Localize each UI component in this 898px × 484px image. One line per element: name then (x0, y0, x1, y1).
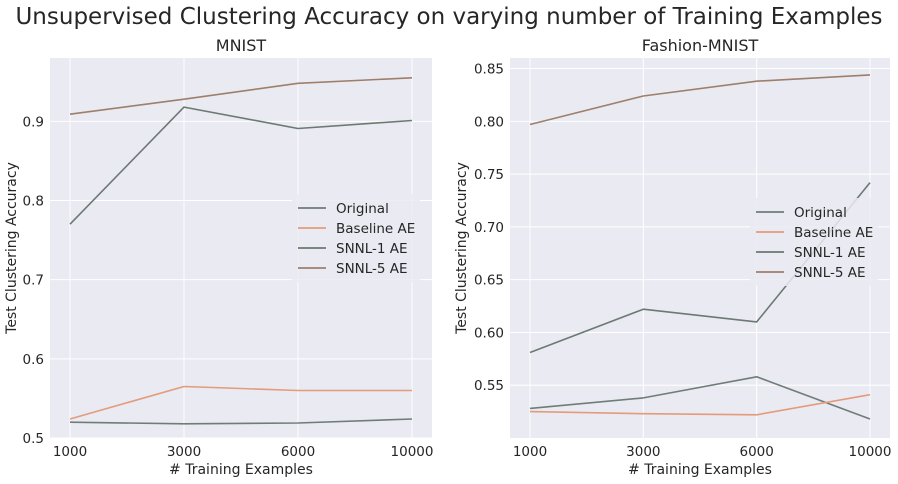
y-tick-label: 0.70 (474, 220, 504, 236)
x-tick-label: 6000 (281, 444, 315, 460)
y-tick-label: 0.6 (23, 352, 44, 368)
series-line-original (529, 375, 871, 420)
y-tick-label: 0.75 (474, 167, 504, 183)
legend: Original Baseline AE SNNL-1 AE SNNL-5 AE (750, 198, 878, 286)
series-line-original (69, 418, 413, 425)
y-tick-label: 0.9 (23, 114, 44, 130)
x-tick-label: 3000 (167, 444, 201, 460)
legend-label: Baseline AE (336, 221, 415, 237)
series-line-snnl-1-ae (69, 106, 413, 225)
x-tick-label: 10000 (849, 444, 892, 460)
legend-label: Baseline AE (794, 225, 873, 241)
y-tick-label: 0.55 (474, 378, 504, 394)
legend-label: SNNL-5 AE (336, 261, 408, 277)
legend-label: SNNL-1 AE (794, 245, 866, 261)
x-axis-label: # Training Examples (169, 462, 313, 478)
x-axis-label: # Training Examples (628, 462, 772, 478)
series-line-snnl-5-ae (69, 77, 413, 115)
chart-panel-0: 1000 3000 6000 10000 0.5 0.6 0.7 0.8 0.9 MNIST # T… (4, 36, 433, 478)
y-tick-label: 0.65 (474, 273, 504, 289)
legend-label: Original (336, 201, 389, 217)
y-axis-label: Test Clustering Accuracy (454, 162, 470, 335)
x-tick-label: 1000 (513, 444, 547, 460)
panel-title: MNIST (216, 36, 267, 55)
legend: Original Baseline AE SNNL-1 AE SNNL-5 AE (292, 194, 420, 282)
y-tick-label: 0.60 (474, 325, 504, 341)
figure-title: Unsupervised Clustering Accuracy on vary… (15, 4, 883, 30)
x-tick-label: 1000 (53, 444, 87, 460)
y-tick-label: 0.85 (474, 62, 504, 78)
x-tick-label: 3000 (626, 444, 660, 460)
chart-panel-1: 1000 3000 6000 10000 0.55 0.60 0.65 0.70 0.75 0.8… (454, 36, 891, 478)
y-axis-label: Test Clustering Accuracy (4, 162, 20, 335)
y-tick-label: 0.8 (23, 194, 44, 210)
legend-label: SNNL-5 AE (794, 265, 866, 281)
y-tick-label: 0.5 (23, 431, 44, 447)
x-tick-label: 6000 (739, 444, 773, 460)
panel-title: Fashion-MNIST (642, 36, 759, 55)
y-tick-label: 0.7 (23, 273, 44, 289)
series-line-baseline-ae (529, 393, 871, 416)
series-line-baseline-ae (69, 385, 412, 420)
series-line-snnl-5-ae (529, 74, 871, 126)
legend-label: Original (794, 205, 847, 221)
legend-label: SNNL-1 AE (336, 241, 408, 257)
x-tick-label: 10000 (391, 444, 434, 460)
y-tick-label: 0.80 (474, 114, 504, 130)
